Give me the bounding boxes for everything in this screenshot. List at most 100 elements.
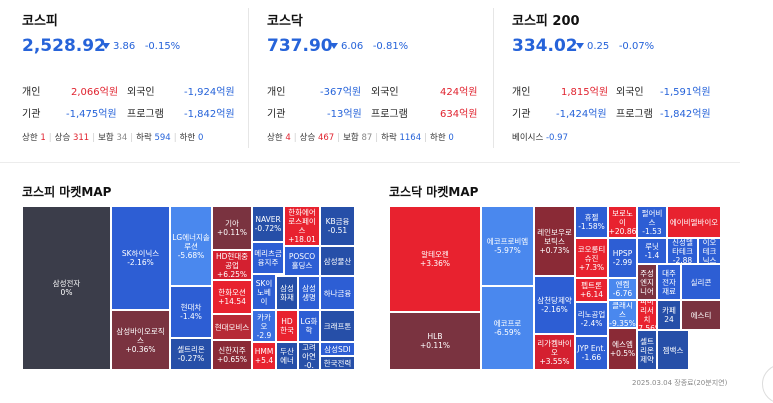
treemap-cell[interactable]: 현대차 -1.4% [170,286,212,338]
treemap-cell[interactable]: HLB +0.11% [389,312,481,370]
treemap-cell[interactable]: 파마리서치+7.56% [637,300,657,330]
cell-pct: +14.54 [218,297,246,306]
treemap-cell[interactable]: 에스엠 +0.5% [608,328,637,370]
scroll-top-button[interactable] [762,364,773,403]
cell-name: 리가켐바이오 [537,338,572,357]
treemap-cell[interactable]: HD한국 [276,310,298,342]
cell-pct: -0. [304,360,314,370]
investor-label: 외국인 [127,87,155,98]
cell-pct: -9.35% [609,318,636,328]
index-title[interactable]: 코스피 200 [512,14,580,29]
treemap-cell[interactable]: 리가켐바이오 +3.55% [534,334,575,370]
treemap-cell[interactable]: 레인보우로보틱스 +0.73% [534,206,575,276]
treemap-cell[interactable]: 셀트리온제약 [637,330,657,370]
kosdaq-panel[interactable]: 코스닥 737.90 6.06 -0.81% 개인 -367억원 외국인 424… [267,0,487,150]
treemap-cell[interactable]: JYP Ent. -1.66 [575,336,608,370]
section-divider [0,162,740,163]
treemap-cell[interactable]: 기아 +0.11% [212,206,252,250]
cell-name: KB금융 [325,217,350,226]
treemap-cell[interactable]: SK이노베이 [252,274,276,310]
treemap-cell[interactable]: 에코프로비엠 -5.97% [481,206,534,286]
cell-name: HLB [427,332,443,341]
treemap-cell[interactable]: KB금융 -0.51 [320,206,355,246]
treemap-cell[interactable]: 삼성전자 0% [22,206,111,370]
treemap-cell[interactable]: 휴젤 -1.58% [575,206,608,238]
cell-name: HPSP [612,249,633,258]
limit-label: 하락 [136,133,152,143]
limit-value: 4 [285,133,291,143]
treemap-cell[interactable]: 메리츠금융지주 [252,242,284,274]
treemap-cell[interactable]: 이오테크닉스 [698,238,721,264]
treemap-cell[interactable]: POSCO홀딩스 [284,246,320,276]
cell-name: 대주전자재료 [662,268,676,296]
treemap-cell[interactable]: 삼성바이오로직스 +0.36% [111,310,170,370]
treemap-cell[interactable]: 코오롱티슈진 +7.3% [575,238,608,278]
change-value: 3.86 [113,41,136,52]
treemap-cell[interactable]: 젬백스 [657,330,689,370]
treemap-cell[interactable]: LG화학 [298,310,320,342]
cell-pct: 0% [60,288,73,297]
treemap-cell[interactable]: 엔켐 -6.76 [608,278,637,300]
divider [248,8,249,148]
treemap-cell[interactable]: 두산에너 [276,342,298,370]
treemap-cell[interactable]: 셀트리온 -0.27% [170,338,212,370]
treemap-cell[interactable]: SK하이닉스 -2.16% [111,206,170,310]
investor-value: -1,424억원 [556,109,607,120]
treemap-cell[interactable]: HD현대중공업 +6.25% [212,250,252,280]
treemap-cell[interactable]: 클래시스 -9.35% [608,300,637,328]
treemap-cell[interactable]: 에이비엘바이오 [667,206,721,238]
treemap-cell[interactable]: 한화오션 +14.54 [212,280,252,314]
treemap-cell[interactable]: LG에너지솔루션 -5.68% [170,206,212,286]
treemap-cell[interactable]: 한국전력 [320,356,355,370]
treemap-cell[interactable]: 삼성물산 [320,246,355,276]
treemap-cell[interactable]: 크래프톤 [320,310,355,342]
investor-label: 기관 [512,109,531,120]
treemap-cell[interactable]: 보로노이 +20.86 [608,206,637,238]
limit-value: 311 [72,133,90,143]
treemap-cell[interactable]: HMM +5.4 [252,342,276,370]
cell-name: 한국전력 [323,358,352,368]
treemap-cell[interactable]: 리노공업 -2.4% [575,302,608,336]
down-arrow-icon [102,43,110,49]
treemap-cell[interactable]: 대주전자재료 [657,264,681,300]
treemap-cell[interactable]: 현대모비스 [212,314,252,340]
treemap-cell[interactable]: 주성엔지니어 [637,264,657,300]
treemap-cell[interactable]: 알테오젠 +3.36% [389,206,481,312]
cell-pct: -1.58% [578,222,605,231]
kospi-panel[interactable]: 코스피 2,528.92 3.86 -0.15% 개인 2,066억원 외국인 … [22,0,242,150]
kospi200-panel[interactable]: 코스피 200 334.02 0.25 -0.07% 개인 1,815억원 외국… [512,0,737,150]
index-title[interactable]: 코스피 [22,14,58,29]
cell-pct: +3.36% [419,259,451,268]
treemap-cell[interactable]: 루닛 -1.4 [637,238,667,264]
treemap-cell[interactable]: 에코프로 -6.59% [481,286,534,370]
treemap-cell[interactable]: 에스티 [681,300,721,330]
limit-label: 하한 [430,133,446,143]
treemap-cell[interactable]: HPSP -2.99 [608,238,637,278]
treemap-cell[interactable]: 고려아연 -0. [298,342,320,370]
treemap-cell[interactable]: 펩트론 +6.14 [575,278,608,302]
change-pct: -0.81% [372,41,409,52]
investor-label: 개인 [22,87,41,98]
cell-pct: +20.86 [608,226,637,236]
treemap-cell[interactable]: 하나금융 [320,276,355,310]
treemap-cell[interactable]: 삼성생명 [298,276,320,310]
treemap-cell[interactable]: 카페24 [657,300,681,330]
treemap-cell[interactable]: NAVER -0.72% [252,206,284,242]
treemap-cell[interactable]: 삼성SDI [320,342,355,356]
treemap-cell[interactable]: 삼천당제약 -2.16% [534,276,575,334]
treemap-cell[interactable]: 신한지주 +0.65% [212,340,252,370]
treemap-cell[interactable]: 카카오 -2.9 [252,310,276,342]
cell-name: 리노공업 [577,310,606,319]
treemap-cell[interactable]: 신성델타테크 -2.88 [667,238,698,264]
cell-name: 에코프로비엠 [486,237,529,246]
treemap-cell[interactable]: 펄어비스 -1.53 [637,206,667,238]
index-title[interactable]: 코스닥 [267,14,303,29]
cell-name: 메리츠금융지주 [254,249,282,267]
treemap-cell[interactable]: 실리콘 [681,264,721,300]
treemap-cell[interactable]: 삼성화재 [276,276,298,310]
treemap-cell[interactable]: 한화에어로스페이스 +18.01 [284,206,320,246]
investor-value: 2,066억원 [71,87,119,98]
cell-name: SK하이닉스 [121,249,160,258]
cell-name: 에스티 [690,310,712,320]
cell-pct: -6.76 [612,289,633,298]
